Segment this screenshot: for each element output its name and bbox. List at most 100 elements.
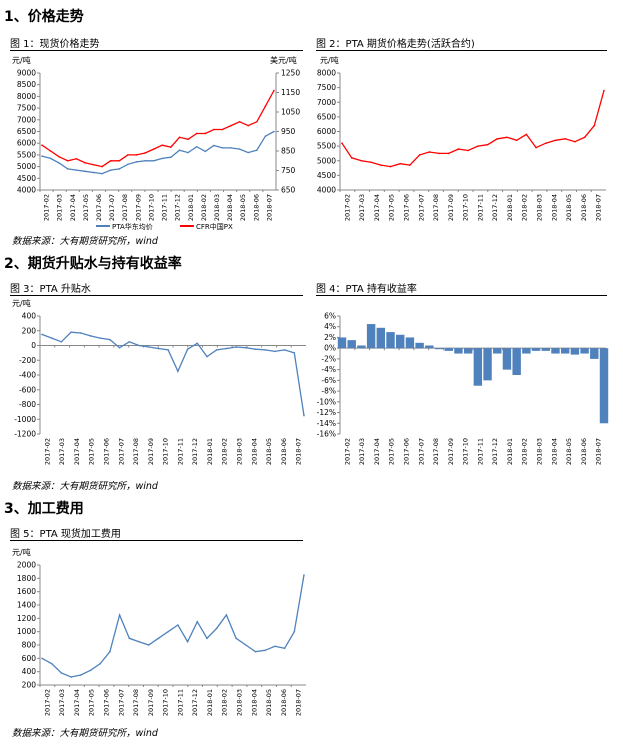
series-point (235, 346, 237, 348)
x-tick-label: 2017-11 (176, 438, 184, 465)
series-point (350, 157, 353, 159)
series-point (109, 338, 111, 341)
series-point (206, 637, 208, 640)
series-bar (541, 348, 550, 351)
x-tick-label: 2018-03 (213, 194, 221, 221)
x-tick-label: 2017-12 (491, 194, 499, 221)
y-axis-unit-label: 元/吨 (12, 55, 31, 65)
x-tick-label: 2017-10 (462, 194, 470, 221)
series-bar (376, 327, 386, 349)
x-tick-label: 2017-04 (373, 438, 381, 465)
figure-1-rule (10, 50, 303, 51)
x-tick-label: 2017-06 (103, 689, 111, 716)
series-point (204, 150, 207, 153)
source-note-1: 数据来源：大有期货研究所，wind (12, 236, 158, 247)
series-point (84, 170, 86, 173)
x-tick-label: 2017-05 (88, 689, 96, 716)
series-point (92, 163, 95, 166)
y-tick-label: -6% (321, 376, 336, 385)
y-tick-label: 0% (324, 344, 336, 353)
y-right-tick-label: 1150 (281, 88, 300, 97)
series-point (41, 657, 43, 660)
series-point (161, 144, 164, 146)
series-line-2 (41, 90, 275, 168)
series-bar (415, 342, 424, 349)
series-point (370, 161, 372, 164)
x-tick-label: 2018-04 (550, 194, 558, 221)
x-tick-label: 2018-04 (250, 438, 258, 465)
series-bar (599, 348, 609, 424)
series-point (515, 139, 518, 142)
x-tick-label: 2018-07 (595, 194, 603, 221)
x-tick-label: 2017-03 (58, 438, 66, 465)
series-point (274, 645, 276, 648)
x-tick-label: 2018-07 (295, 438, 303, 465)
series-bar (396, 334, 405, 349)
x-tick-label: 2017-04 (73, 689, 81, 716)
series-bar (405, 337, 415, 349)
figure-3-title: 图 3：PTA 升贴水 (10, 284, 91, 295)
series-point (457, 148, 460, 150)
x-tick-label: 2017-11 (476, 194, 484, 221)
series-line-1 (41, 331, 305, 416)
series-point (144, 159, 146, 162)
y-tick-label: 6500 (17, 127, 36, 136)
x-tick-label: 2017-08 (432, 194, 440, 221)
y-tick-label: 6% (324, 312, 336, 321)
x-tick-label: 2017-05 (388, 194, 396, 221)
series-point (177, 370, 179, 373)
y-tick-label: 6000 (317, 127, 336, 136)
series-point (273, 130, 275, 133)
y-tick-label: 6500 (317, 112, 336, 121)
series-bar (386, 332, 395, 349)
series-point (583, 136, 586, 139)
series-point (389, 165, 392, 168)
x-tick-label: 2018-05 (265, 689, 273, 716)
y-axis-right-unit-label: 美元/吨 (270, 55, 297, 65)
series-point (167, 349, 169, 351)
x-tick-label: 2017-10 (162, 438, 170, 465)
x-tick-label: 2017-07 (417, 438, 425, 465)
series-point (58, 156, 60, 158)
series-point (341, 142, 343, 144)
series-point (215, 627, 218, 630)
y-tick-label: 200 (22, 681, 37, 690)
series-point (157, 637, 160, 640)
x-tick-label: 2017-11 (161, 194, 169, 221)
y-tick-label: 2000 (17, 561, 36, 570)
x-tick-label: 2018-03 (536, 438, 544, 465)
x-tick-label: 2017-10 (147, 194, 155, 221)
series-line-1 (41, 574, 305, 678)
series-point (118, 159, 121, 162)
series-point (118, 346, 121, 349)
x-tick-label: 2018-01 (506, 438, 514, 465)
x-tick-label: 2018-02 (200, 194, 208, 221)
y-tick-label: 5000 (317, 156, 336, 165)
x-tick-label: 2017-04 (73, 438, 81, 465)
series-point (215, 349, 218, 351)
y-tick-label: 800 (22, 641, 37, 650)
y-tick-label: -600 (19, 385, 36, 394)
series-point (238, 148, 241, 150)
x-tick-label: 2017-07 (417, 194, 425, 221)
x-tick-label: 2018-06 (252, 194, 260, 221)
x-tick-label: 2018-04 (226, 194, 234, 221)
chart-carry-yield: -16% -14% -12% -10%-8% -6% -4% -2%0% 2% 4%6% 2017… (317, 312, 609, 465)
section-title-processing-fee: 3、加工费用 (4, 501, 84, 517)
y-tick-label: 1400 (17, 601, 36, 610)
series-point (147, 644, 150, 646)
series-point (170, 146, 172, 148)
series-point (196, 342, 199, 345)
series-point (60, 672, 63, 674)
series-point (486, 143, 489, 146)
x-tick-label: 2017-09 (447, 194, 455, 221)
x-tick-label: 2017-02 (43, 438, 51, 465)
y-tick-label: 8000 (317, 69, 336, 78)
series-point (157, 347, 160, 350)
series-bar (454, 348, 463, 354)
series-line-1 (41, 130, 275, 175)
y-tick-label: 400 (22, 312, 37, 321)
section-title-basis: 2、期货升贴水与持有收益率 (4, 256, 182, 272)
x-tick-label: 2018-02 (221, 438, 229, 465)
series-point (41, 155, 43, 157)
